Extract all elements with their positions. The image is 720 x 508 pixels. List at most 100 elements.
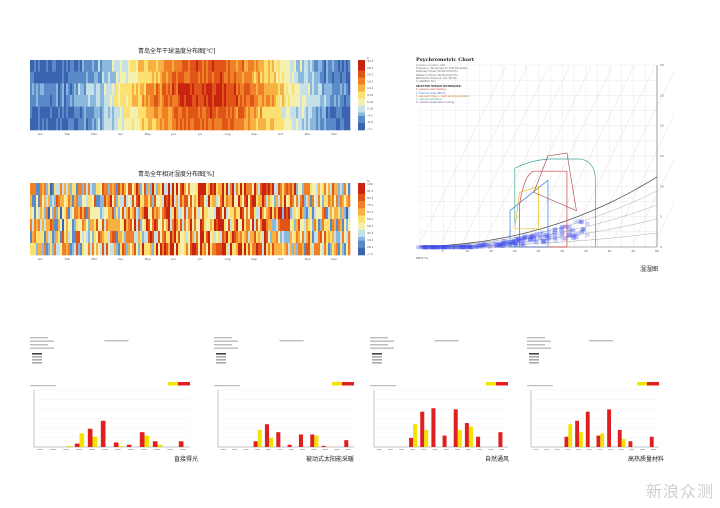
heatmap-cell	[106, 106, 109, 119]
climate-data-cell	[513, 242, 518, 247]
x-tick-mark	[243, 449, 249, 450]
heatmap-cell	[284, 207, 287, 220]
heatmap-cell	[176, 95, 179, 107]
climate-data-cell	[442, 245, 447, 250]
climate-data-cell	[439, 245, 444, 250]
heatmap-cell	[186, 71, 189, 84]
climate-data-cell	[521, 242, 526, 247]
psychro-y-tick: 0	[660, 245, 662, 249]
heatmap-cell	[42, 243, 45, 256]
psychro-x-tick: 35	[584, 249, 588, 253]
heatmap-cell	[38, 231, 41, 244]
heatmap-cell	[130, 207, 133, 220]
climate-data-cell	[508, 240, 514, 245]
heatmap-cell	[160, 71, 163, 84]
heatmap-cell	[140, 60, 143, 72]
x-tick-mark	[640, 449, 645, 450]
heatmap-cell	[134, 118, 137, 131]
header-text-placeholder	[214, 340, 238, 342]
climate-data-cell	[530, 233, 535, 238]
heatmap-cell	[230, 231, 233, 244]
heatmap-cell	[330, 195, 333, 208]
heatmap-cell	[340, 195, 343, 208]
heatmap-cell	[252, 207, 255, 220]
heatmap-cell	[72, 195, 75, 208]
heatmap-cell	[120, 60, 123, 72]
heatmap-cell	[42, 71, 45, 84]
heatmap-cell	[64, 83, 67, 96]
heatmap-cell	[42, 195, 45, 208]
heatmap-cell	[84, 83, 87, 96]
heatmap-cell	[172, 219, 175, 232]
heatmap-cell	[270, 183, 273, 196]
bar	[453, 409, 458, 447]
header-value-placeholder	[372, 356, 382, 358]
heatmap-cell	[198, 106, 201, 119]
heatmap-cell	[128, 60, 131, 72]
heatmap-cell	[330, 106, 333, 119]
heatmap-cell	[260, 118, 263, 131]
heatmap-cell	[336, 106, 339, 119]
heatmap-cell	[210, 83, 213, 96]
heatmap-cell	[66, 60, 69, 72]
heatmap-cell	[86, 95, 89, 107]
heatmap-cell	[34, 219, 37, 232]
heatmap-cell	[220, 219, 223, 232]
heatmap-cell	[338, 83, 341, 96]
heatmap-cell	[280, 243, 283, 256]
climate-data-cell	[493, 242, 498, 247]
legend-item: 2. thermal mass effects	[416, 91, 446, 95]
heatmap-cell	[46, 243, 49, 256]
heatmap-cell	[208, 243, 211, 256]
heatmap-cell	[294, 243, 297, 256]
heatmap-cell	[230, 95, 233, 107]
heatmap-cell	[36, 71, 39, 84]
x-tick-mark	[376, 449, 382, 450]
heatmap-cell	[182, 83, 185, 96]
heatmap-cell	[178, 207, 181, 220]
heatmap-cell	[36, 219, 39, 232]
heatmap-cell	[286, 60, 289, 72]
heatmap-cell	[192, 183, 195, 196]
heatmap-cell	[238, 71, 241, 84]
heatmap-cell	[344, 106, 347, 119]
heatmap-cell	[254, 60, 257, 72]
header-value-placeholder	[529, 359, 539, 361]
heatmap-cell	[268, 60, 271, 72]
heatmap-cell	[106, 60, 109, 72]
heatmap-cell	[262, 183, 265, 196]
heatmap-cell	[68, 243, 71, 256]
legend-item: 1. passive solar heating	[416, 88, 446, 92]
heatmap-cell	[46, 71, 49, 84]
technique-zone-ventilation	[514, 158, 596, 247]
heatmap-cell	[86, 195, 89, 208]
heatmap-cell	[130, 71, 133, 84]
heatmap-cell	[336, 71, 339, 84]
heatmap-cell	[300, 207, 303, 220]
heatmap-cell	[268, 231, 271, 244]
heatmap-cell	[146, 83, 149, 96]
heatmap-cell	[180, 71, 183, 84]
heatmap-cell	[150, 219, 153, 232]
heatmap-cell	[80, 71, 83, 84]
heatmap-cell	[56, 243, 59, 256]
heatmap-cell	[74, 195, 77, 208]
heatmap-cell	[288, 195, 291, 208]
heatmap-cell	[314, 195, 317, 208]
climate-data-cell	[547, 233, 553, 238]
heatmap-cell	[298, 231, 301, 244]
heatmap-cell	[290, 71, 293, 84]
heatmap-cell	[284, 118, 287, 131]
heatmap-cell	[242, 106, 245, 119]
heatmap-cell	[148, 207, 151, 220]
climate-data-cell	[584, 233, 590, 238]
heatmap-cell	[118, 83, 121, 96]
heatmap-cell	[230, 83, 233, 96]
heatmap-cell	[200, 219, 203, 232]
heatmap-cell	[102, 231, 105, 244]
heatmap-cell	[58, 195, 61, 208]
heatmap-cell	[272, 207, 275, 220]
heatmap-cell	[78, 207, 81, 220]
heatmap-cell	[334, 243, 337, 256]
climate-data-cell	[445, 245, 450, 250]
